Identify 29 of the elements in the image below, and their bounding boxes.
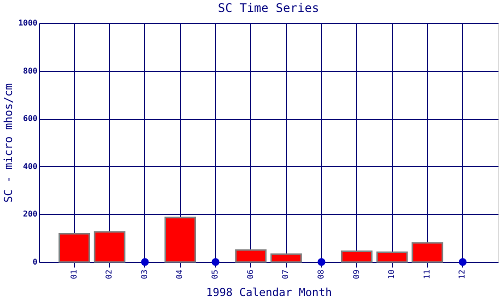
bar bbox=[164, 216, 196, 263]
x-tick-label: 05 bbox=[210, 269, 220, 280]
y-tick-label: 400 bbox=[23, 162, 38, 171]
x-tick-label: 06 bbox=[246, 269, 255, 280]
x-tick-label: 01 bbox=[69, 269, 78, 280]
chart-title: SC Time Series bbox=[218, 1, 320, 15]
x-tick-label: 04 bbox=[175, 269, 184, 280]
x-tick-label: 03 bbox=[140, 269, 149, 280]
x-tick-label: 08 bbox=[316, 269, 326, 280]
y-axis-title: SC - micro mhos/cm bbox=[2, 83, 16, 203]
bar bbox=[58, 233, 90, 263]
x-tick-label: 07 bbox=[281, 269, 290, 280]
x-axis-title: 1998 Calendar Month bbox=[206, 286, 332, 300]
y-tick-label: 200 bbox=[23, 210, 38, 219]
x-tick-label: 09 bbox=[352, 269, 361, 280]
bar bbox=[341, 250, 373, 263]
x-tick-label: 10 bbox=[387, 269, 396, 280]
x-tick-label: 02 bbox=[104, 269, 114, 280]
y-tick-label: 1000 bbox=[18, 18, 38, 28]
y-tick-label: 0 bbox=[32, 258, 38, 266]
bar bbox=[94, 231, 126, 263]
bar bbox=[412, 242, 444, 263]
bar bbox=[270, 253, 302, 263]
bar bbox=[235, 249, 267, 263]
x-tick-label: 11 bbox=[422, 269, 432, 280]
y-tick-label: 800 bbox=[23, 66, 38, 76]
x-tick-label: 12 bbox=[458, 269, 467, 280]
bar bbox=[376, 251, 408, 263]
y-tick-label: 600 bbox=[23, 114, 38, 124]
